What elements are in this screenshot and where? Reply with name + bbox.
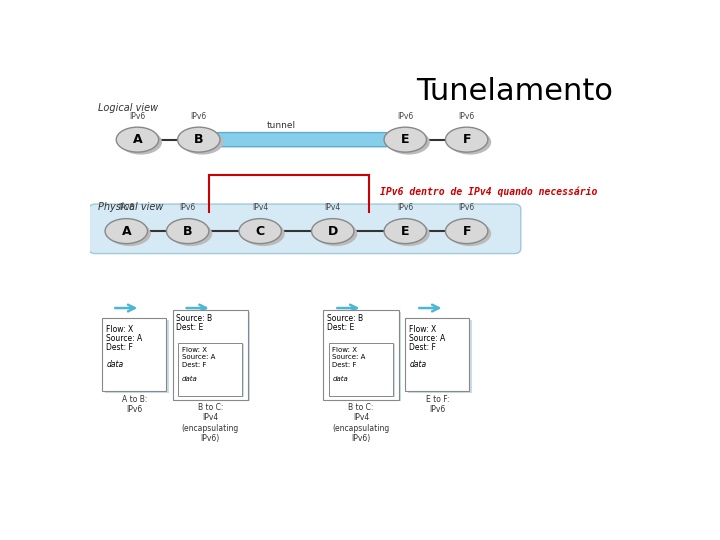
Ellipse shape [243,221,284,246]
Text: data: data [181,376,197,382]
Ellipse shape [116,127,158,152]
Ellipse shape [449,130,491,154]
Ellipse shape [384,127,426,152]
Ellipse shape [166,219,209,244]
Text: D: D [328,225,338,238]
Text: IPv6: IPv6 [459,204,474,212]
FancyBboxPatch shape [180,344,244,397]
Text: Dest: E: Dest: E [176,322,204,332]
Text: Flow: X: Flow: X [181,347,207,353]
FancyBboxPatch shape [104,320,168,393]
Text: Flow: X: Flow: X [409,325,436,334]
Text: data: data [106,360,123,369]
Ellipse shape [315,221,357,246]
Text: C: C [256,225,265,238]
Text: Flow: X: Flow: X [106,325,133,334]
FancyBboxPatch shape [325,312,401,401]
Text: Source: B: Source: B [327,314,364,323]
Text: B to C:
IPv4
(encapsulating
IPv6): B to C: IPv4 (encapsulating IPv6) [181,403,239,443]
Text: Logical view: Logical view [99,103,158,113]
Text: F: F [462,133,471,146]
Ellipse shape [109,221,150,246]
Text: IPv6: IPv6 [118,204,135,212]
Text: A: A [122,225,131,238]
Text: E: E [401,225,410,238]
Ellipse shape [178,127,220,152]
FancyBboxPatch shape [102,319,166,391]
Text: data: data [332,376,348,382]
FancyBboxPatch shape [89,204,521,254]
Text: IPv6 dentro de IPv4 quando necessário: IPv6 dentro de IPv4 quando necessário [380,186,598,197]
Text: IPv6: IPv6 [130,112,145,121]
Text: Source: A: Source: A [332,354,366,360]
Text: B: B [194,133,204,146]
FancyBboxPatch shape [173,310,248,400]
Ellipse shape [105,219,148,244]
Text: IPv6: IPv6 [179,204,196,212]
Ellipse shape [387,221,430,246]
Text: IPv6: IPv6 [397,204,413,212]
FancyBboxPatch shape [175,312,250,401]
Text: A to B:
IPv6: A to B: IPv6 [122,395,147,414]
Text: Flow: X: Flow: X [332,347,357,353]
Text: B to C:
IPv4
(encapsulating
IPv6): B to C: IPv4 (encapsulating IPv6) [333,403,390,443]
FancyBboxPatch shape [323,310,399,400]
Ellipse shape [446,219,488,244]
Text: Source: A: Source: A [409,334,446,343]
FancyBboxPatch shape [178,342,243,396]
FancyBboxPatch shape [217,133,387,147]
Text: IPv6: IPv6 [397,112,413,121]
Ellipse shape [239,219,282,244]
Text: IPv4: IPv4 [252,204,269,212]
Text: Dest: F: Dest: F [332,362,356,368]
Text: Dest: F: Dest: F [106,343,133,352]
Text: B: B [183,225,192,238]
Text: A: A [132,133,143,146]
Text: IPv4: IPv4 [325,204,341,212]
Text: Source: A: Source: A [181,354,215,360]
Text: E: E [401,133,410,146]
Text: Source: B: Source: B [176,314,212,323]
Text: data: data [409,360,426,369]
Ellipse shape [312,219,354,244]
Ellipse shape [387,130,430,154]
Text: Dest: F: Dest: F [409,343,436,352]
Ellipse shape [120,130,162,154]
Text: IPv6: IPv6 [459,112,474,121]
Text: E to F:
IPv6: E to F: IPv6 [426,395,449,414]
Text: Dest: E: Dest: E [327,322,354,332]
Ellipse shape [449,221,491,246]
Text: IPv6: IPv6 [191,112,207,121]
FancyBboxPatch shape [405,319,469,391]
Text: Dest: F: Dest: F [181,362,206,368]
Ellipse shape [384,219,426,244]
Text: Tunelamento: Tunelamento [415,77,613,106]
FancyBboxPatch shape [330,344,395,397]
FancyBboxPatch shape [329,342,393,396]
Text: Physical view: Physical view [99,201,163,212]
FancyBboxPatch shape [408,320,472,393]
Text: F: F [462,225,471,238]
Text: Source: A: Source: A [106,334,143,343]
Ellipse shape [446,127,488,152]
Text: tunnel: tunnel [266,120,295,130]
Ellipse shape [170,221,212,246]
Ellipse shape [181,130,223,154]
